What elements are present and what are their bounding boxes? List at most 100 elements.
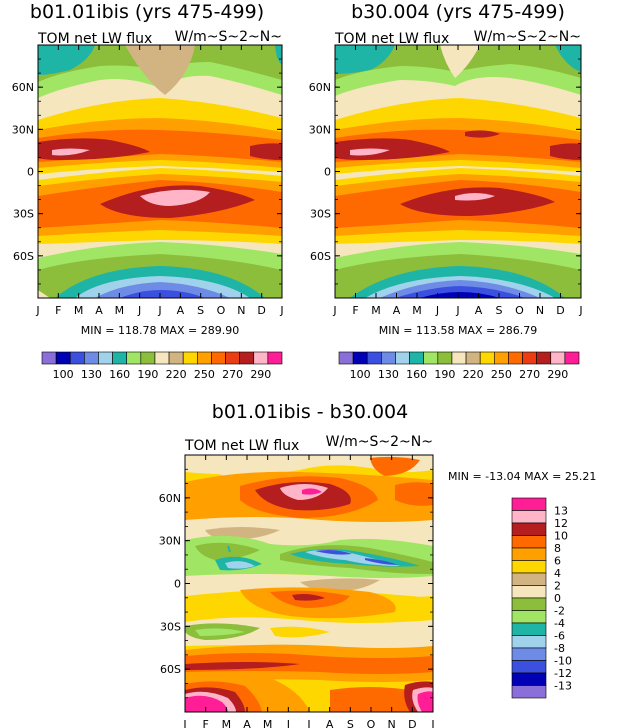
colorbar-swatch: [511, 635, 547, 649]
colorbar-swatch: [211, 351, 226, 365]
x-tick-label: J: [578, 304, 582, 317]
colorbar-swatch: [126, 351, 142, 365]
colorbar-label: -10: [554, 655, 572, 668]
panel-left-colorbar-labels: 100 130 160 190 220 250 270 290: [53, 368, 272, 381]
panel-right-stats: MIN = 113.58 MAX = 286.79: [379, 324, 537, 337]
y-tick-label: 30S: [310, 208, 331, 221]
y-tick-label: 30N: [159, 535, 181, 548]
x-tick-label: J: [286, 718, 290, 728]
x-tick-label: J: [157, 304, 161, 317]
x-tick-label: A: [393, 304, 401, 317]
panel-diff-colorbar: [511, 497, 547, 699]
colorbar-label: 190: [434, 368, 455, 381]
x-tick-label: O: [217, 304, 226, 317]
panel-right-title: b30.004 (yrs 475-499): [351, 1, 565, 23]
x-tick-label: M: [74, 304, 84, 317]
y-tick-label: 60N: [12, 81, 34, 94]
y-tick-label: 60S: [13, 250, 34, 263]
colorbar-swatch: [112, 351, 128, 365]
colorbar-swatch: [511, 497, 547, 511]
panel-diff-units: W/m~S~2~N~: [326, 434, 433, 450]
colorbar-swatch: [381, 351, 396, 365]
colorbar-swatch: [395, 351, 410, 365]
colorbar-label: 290: [547, 368, 568, 381]
panel-left-contours: [38, 45, 282, 298]
colorbar-swatch: [41, 351, 57, 365]
colorbar-swatch: [465, 351, 481, 365]
colorbar-swatch: [69, 351, 85, 365]
colorbar-label: -8: [554, 642, 565, 655]
y-tick-label: 30N: [12, 123, 34, 136]
colorbar-swatch: [409, 351, 425, 365]
colorbar-label: 130: [81, 368, 102, 381]
panel-right-contours: [335, 45, 581, 298]
x-tick-label: J: [279, 304, 283, 317]
x-tick-label: F: [55, 304, 61, 317]
colorbar-label: 6: [554, 555, 561, 568]
colorbar-swatch: [511, 622, 547, 636]
panel-left-colorbar: [41, 351, 283, 365]
colorbar-swatch: [508, 351, 523, 365]
colorbar-label: 0: [554, 592, 561, 605]
colorbar-swatch: [168, 351, 184, 365]
colorbar-label: -12: [554, 667, 572, 680]
colorbar-swatch: [338, 351, 354, 365]
y-tick-label: 0: [324, 166, 331, 179]
y-tick-label: 30S: [160, 620, 181, 633]
panel-left-subtitle: TOM net LW flux: [37, 31, 152, 47]
colorbar-swatch: [84, 351, 99, 365]
x-tick-label: A: [326, 718, 334, 728]
x-tick-label: D: [257, 304, 265, 317]
panel-right-colorbar-labels: 100 130 160 190 220 250 270 290: [350, 368, 569, 381]
colorbar-swatch: [140, 351, 156, 365]
colorbar-label: 10: [554, 530, 568, 543]
panel-left: b01.01ibis (yrs 475-499) TOM net LW flux…: [12, 1, 284, 381]
colorbar-label: 130: [378, 368, 399, 381]
colorbar-swatch: [196, 351, 212, 365]
x-tick-label: M: [263, 718, 273, 728]
colorbar-swatch: [511, 585, 547, 599]
colorbar-swatch: [550, 351, 566, 365]
x-tick-label: D: [408, 718, 416, 728]
colorbar-swatch: [511, 510, 547, 524]
y-tick-label: 30S: [13, 208, 34, 221]
x-tick-label: O: [367, 718, 376, 728]
colorbar-swatch: [511, 560, 547, 574]
colorbar-label: 2: [554, 580, 561, 593]
x-tick-label: N: [237, 304, 245, 317]
panel-diff-title: b01.01ibis - b30.004: [212, 401, 408, 423]
y-tick-label: 60N: [159, 492, 181, 505]
colorbar-label: 190: [137, 368, 158, 381]
panel-right-units: W/m~S~2~N~: [474, 29, 581, 45]
x-tick-label: A: [475, 304, 483, 317]
colorbar-label: 12: [554, 517, 568, 530]
colorbar-swatch: [437, 351, 453, 365]
x-tick-label: O: [515, 304, 524, 317]
x-tick-label: N: [536, 304, 544, 317]
x-tick-label: M: [371, 304, 381, 317]
x-tick-label: J: [182, 718, 186, 728]
colorbar-swatch: [511, 572, 547, 586]
colorbar-swatch: [493, 351, 509, 365]
colorbar-swatch: [253, 351, 269, 365]
panel-left-units: W/m~S~2~N~: [175, 29, 282, 45]
x-tick-label: M: [115, 304, 125, 317]
colorbar-swatch: [511, 685, 547, 699]
panel-right-subtitle: TOM net LW flux: [334, 31, 449, 47]
x-tick-label: A: [177, 304, 185, 317]
colorbar-swatch: [522, 351, 537, 365]
x-tick-label: J: [455, 304, 459, 317]
y-tick-label: 0: [27, 166, 34, 179]
colorbar-swatch: [98, 351, 113, 365]
y-tick-label: 60S: [310, 250, 331, 263]
colorbar-swatch: [225, 351, 240, 365]
colorbar-label: 13: [554, 505, 568, 518]
x-tick-label: J: [332, 304, 336, 317]
colorbar-label: 250: [491, 368, 512, 381]
y-tick-label: 0: [174, 578, 181, 591]
panel-left-stats: MIN = 118.78 MAX = 289.90: [81, 324, 239, 337]
